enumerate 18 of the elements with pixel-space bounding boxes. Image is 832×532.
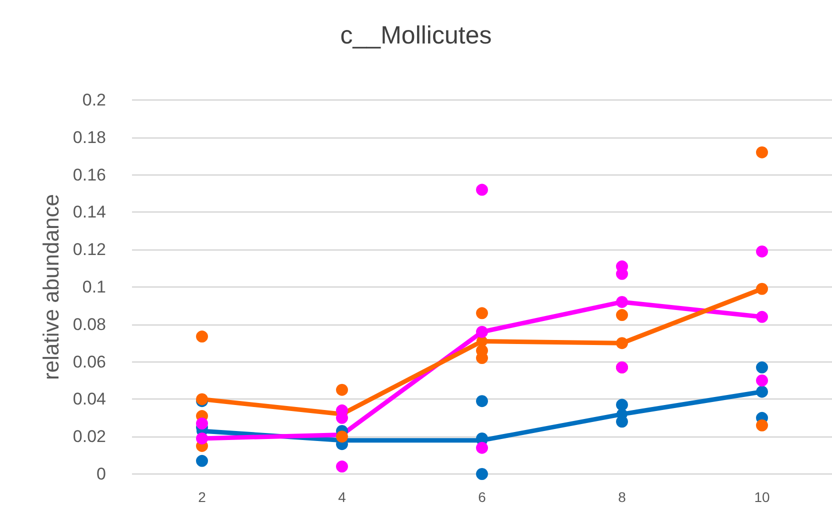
y-tick-label: 0 [96,464,106,484]
y-tick-label: 0.16 [72,165,106,184]
x-tick-label: 2 [198,489,206,505]
y-tick-label: 0.06 [72,352,106,372]
y-tick-label: 0.18 [72,128,106,147]
y-tick-label: 0.08 [72,314,106,334]
y-tick-label: 0.04 [72,390,106,409]
x-tick-label: 4 [338,489,346,505]
y-tick-label: 0.1 [82,278,106,296]
y-tick-label: 0.02 [72,427,106,446]
y-tick-label: 0.12 [72,240,106,260]
x-tick-label: 8 [618,489,626,505]
x-tick-label: 6 [478,489,486,505]
x-tick-label: 10 [754,489,770,505]
y-tick-label: 0.2 [82,90,106,110]
y-axis-title: relative abundance [38,194,64,380]
chart-title: c__Mollicutes [340,22,492,50]
y-tick-label: 0.14 [72,202,106,222]
